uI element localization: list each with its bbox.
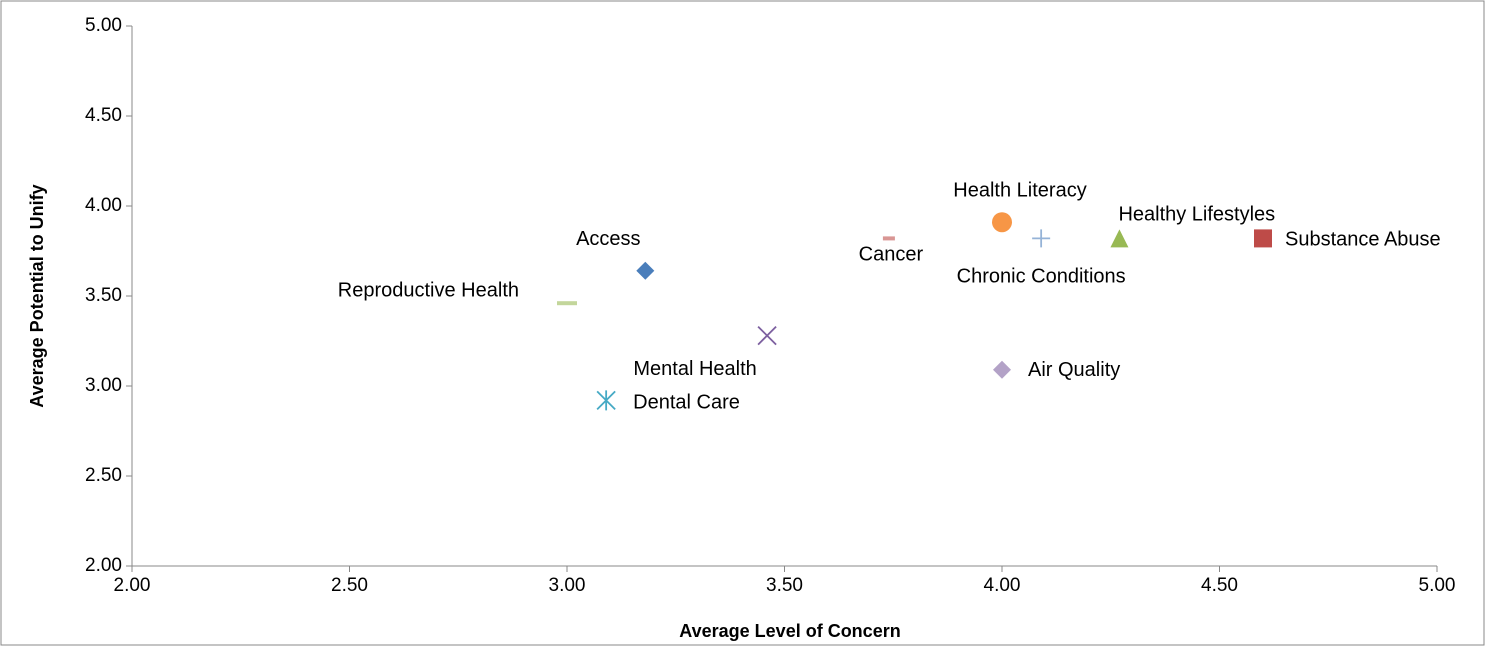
y-tick-label: 3.00	[85, 375, 122, 396]
y-axis-title: Average Potential to Unify	[27, 184, 47, 407]
point	[1032, 229, 1051, 248]
x-tick-label: 2.50	[331, 575, 368, 596]
point-label: Healthy Lifestyles	[1118, 204, 1275, 226]
x-tick-label: 4.00	[984, 575, 1021, 596]
point	[557, 301, 577, 306]
point-label: Health Literacy	[953, 179, 1086, 201]
point	[1254, 229, 1272, 248]
point-label: Cancer	[859, 244, 924, 266]
point	[596, 390, 616, 411]
y-tick-label: 2.00	[85, 555, 122, 576]
point	[1110, 229, 1129, 248]
point	[757, 325, 777, 346]
y-tick-label: 4.00	[85, 195, 122, 216]
point-label: Chronic Conditions	[957, 266, 1126, 288]
point-label: Access	[576, 228, 640, 250]
y-tick-label: 5.00	[85, 15, 122, 36]
point	[993, 360, 1011, 379]
y-tick-label: 4.50	[85, 105, 122, 126]
x-tick-label: 2.00	[114, 575, 151, 596]
point	[992, 212, 1012, 233]
x-axis-title: Average Level of Concern	[679, 621, 900, 641]
y-tick-label: 2.50	[85, 465, 122, 486]
point-label: Substance Abuse	[1285, 229, 1441, 251]
x-tick-label: 3.50	[766, 575, 803, 596]
point-label: Dental Care	[633, 392, 740, 414]
point-label: Reproductive Health	[338, 279, 519, 301]
x-tick-label: 3.00	[549, 575, 586, 596]
point-label: Mental Health	[633, 358, 756, 380]
y-tick-label: 3.50	[85, 285, 122, 306]
point	[636, 261, 655, 280]
x-tick-label: 5.00	[1419, 575, 1456, 596]
point-label: Air Quality	[1028, 359, 1120, 381]
x-tick-label: 4.50	[1201, 575, 1238, 596]
point	[882, 236, 895, 241]
